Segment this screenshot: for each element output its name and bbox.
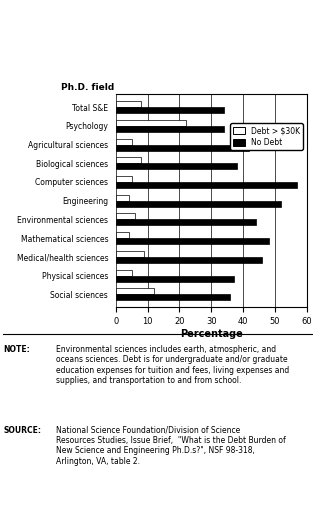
Bar xyxy=(116,195,129,201)
Bar xyxy=(116,120,186,126)
Legend: Debt > $30K, No Debt: Debt > $30K, No Debt xyxy=(230,123,303,150)
Bar xyxy=(116,144,249,150)
Bar xyxy=(116,288,154,294)
Text: SOURCE:: SOURCE: xyxy=(3,426,41,435)
Bar xyxy=(116,270,132,275)
Bar xyxy=(116,232,129,238)
Text: National Science Foundation/Division of Science
Resources Studies, Issue Brief, : National Science Foundation/Division of … xyxy=(56,426,285,466)
Bar xyxy=(116,294,230,300)
Bar xyxy=(116,176,132,182)
Bar xyxy=(116,163,237,169)
Bar xyxy=(116,126,224,132)
Bar xyxy=(116,213,135,219)
Bar xyxy=(116,238,269,244)
X-axis label: Percentage: Percentage xyxy=(180,329,243,339)
Bar xyxy=(116,219,256,226)
Bar xyxy=(116,182,297,188)
Bar xyxy=(116,257,262,263)
Bar xyxy=(116,251,144,257)
Text: Environmental sciences includes earth, atmospheric, and
oceans sciences. Debt is: Environmental sciences includes earth, a… xyxy=(56,345,289,385)
Bar xyxy=(116,201,281,207)
Bar xyxy=(116,157,141,163)
Text: Ph.D. field: Ph.D. field xyxy=(61,83,114,92)
Text: Figure 1. Percentages of U.S. citizen S&E
Ph.D.s with no debt and debt exceeding: Figure 1. Percentages of U.S. citizen S&… xyxy=(46,25,267,69)
Bar xyxy=(116,139,132,144)
Bar xyxy=(116,101,141,107)
Text: NOTE:: NOTE: xyxy=(3,345,30,354)
Bar xyxy=(116,275,233,281)
Bar xyxy=(116,107,224,113)
